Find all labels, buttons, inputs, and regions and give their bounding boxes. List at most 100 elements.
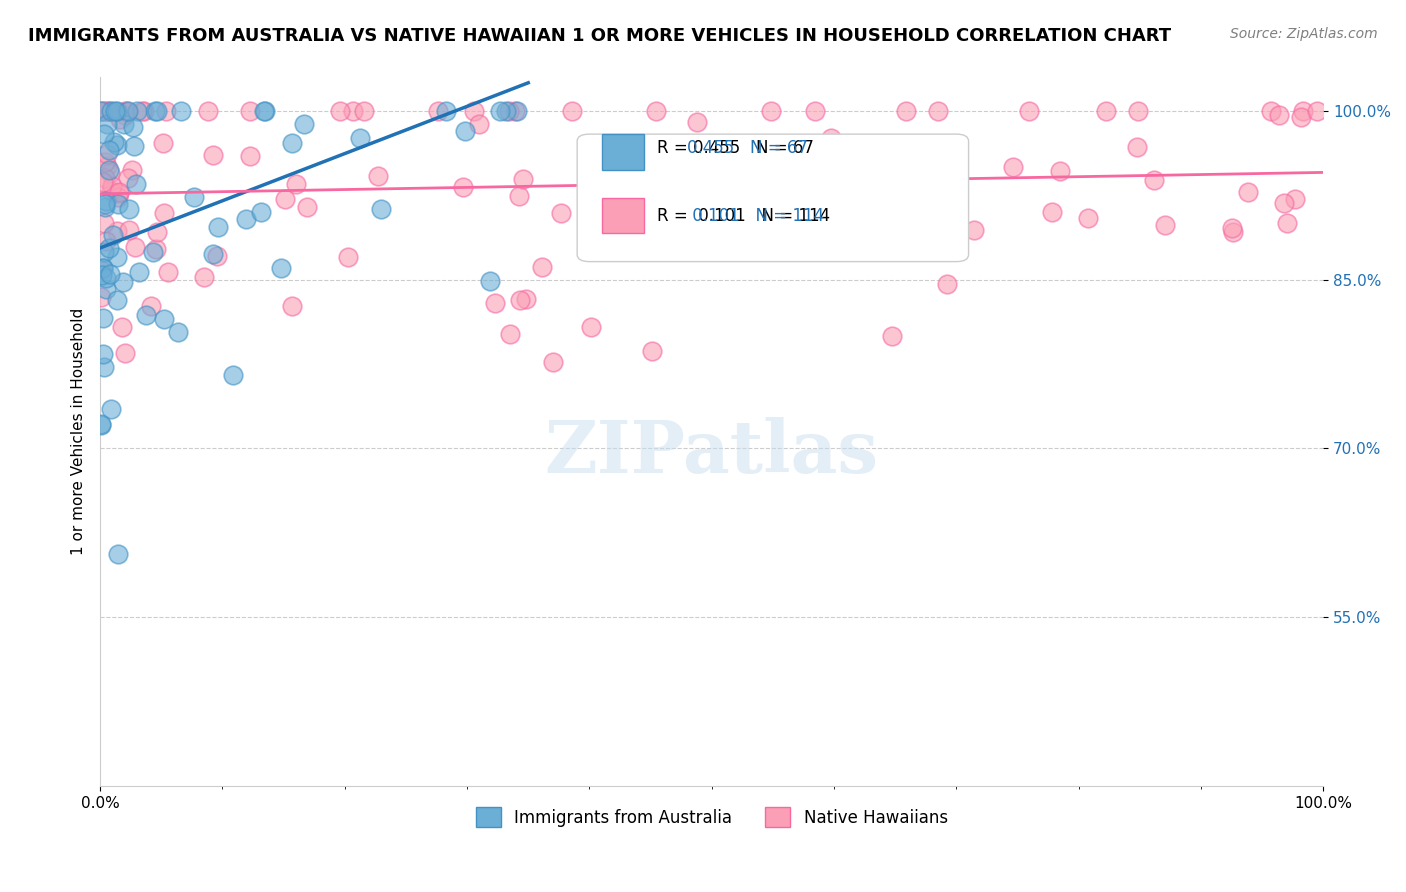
Point (114, 108, 136, 122)
Point (1049, 164, 1071, 178)
Point (111, 320, 134, 334)
Point (170, 104, 193, 119)
Point (90, 263, 112, 277)
Point (453, 180, 475, 194)
Point (235, 211, 257, 226)
Point (103, 135, 125, 149)
Point (117, 171, 139, 186)
Point (759, 104, 782, 119)
Point (101, 179, 124, 194)
Point (96, 147, 118, 161)
Point (183, 190, 205, 204)
Point (124, 240, 146, 254)
Point (1222, 225, 1244, 239)
Bar (602, 134, 644, 169)
Point (543, 355, 565, 369)
Point (93, 217, 115, 231)
Point (96, 271, 118, 285)
Point (143, 104, 166, 119)
Point (115, 104, 138, 119)
Point (716, 153, 738, 168)
Point (105, 293, 128, 308)
Point (105, 250, 128, 264)
Point (367, 169, 389, 183)
Point (98, 104, 121, 119)
Point (94, 197, 117, 211)
Point (121, 162, 143, 177)
Text: 0.455   N = 67: 0.455 N = 67 (688, 139, 808, 157)
Point (108, 186, 131, 200)
Point (1142, 172, 1164, 186)
Point (145, 104, 167, 119)
Point (1001, 160, 1024, 174)
Point (336, 250, 359, 264)
Point (122, 120, 145, 134)
Point (91, 347, 114, 361)
Point (342, 104, 364, 119)
Point (550, 206, 572, 220)
Point (98, 165, 121, 179)
Point (98, 144, 121, 158)
Point (1018, 104, 1040, 119)
Point (103, 228, 125, 243)
Point (167, 326, 190, 340)
Point (134, 104, 156, 119)
Bar (602, 198, 644, 234)
Point (105, 138, 128, 153)
Point (89, 104, 111, 119)
Point (1153, 218, 1175, 232)
Point (1268, 108, 1291, 122)
Point (349, 131, 371, 145)
Point (145, 225, 167, 239)
Point (97, 163, 120, 178)
Point (142, 244, 165, 259)
Point (197, 104, 219, 119)
Point (370, 202, 392, 217)
Point (588, 230, 610, 244)
Point (108, 112, 131, 126)
Point (100, 402, 122, 417)
Point (880, 328, 903, 343)
Point (1095, 104, 1118, 119)
Point (96, 194, 118, 208)
Point (1289, 110, 1312, 124)
Point (297, 200, 319, 214)
Point (100, 184, 122, 198)
Point (808, 211, 831, 226)
Point (1220, 221, 1243, 235)
Point (117, 105, 139, 120)
Point (107, 185, 129, 199)
Point (804, 104, 827, 119)
Point (239, 104, 262, 119)
Point (561, 104, 583, 119)
Point (253, 104, 276, 119)
Point (96, 104, 118, 119)
Point (1237, 185, 1260, 199)
Text: IMMIGRANTS FROM AUSTRALIA VS NATIVE HAWAIIAN 1 OR MORE VEHICLES IN HOUSEHOLD COR: IMMIGRANTS FROM AUSTRALIA VS NATIVE HAWA… (28, 27, 1171, 45)
Point (284, 177, 307, 191)
Point (153, 311, 176, 326)
Point (484, 296, 506, 310)
Point (128, 265, 150, 279)
Point (117, 202, 139, 216)
Point (509, 293, 531, 307)
Point (125, 104, 148, 119)
Point (122, 139, 145, 153)
Point (503, 104, 526, 119)
Point (962, 223, 984, 237)
Point (98, 267, 121, 281)
Point (292, 118, 315, 132)
Point (1126, 104, 1149, 119)
Point (96, 159, 118, 173)
Point (111, 275, 134, 289)
Point (270, 261, 292, 276)
Point (93, 244, 115, 259)
Point (91, 260, 114, 275)
Legend: Immigrants from Australia, Native Hawaiians: Immigrants from Australia, Native Hawaii… (470, 800, 955, 834)
Point (579, 319, 602, 334)
Point (107, 190, 129, 204)
Point (710, 140, 733, 154)
Point (478, 275, 501, 289)
Point (1275, 216, 1298, 230)
Point (90, 290, 112, 304)
